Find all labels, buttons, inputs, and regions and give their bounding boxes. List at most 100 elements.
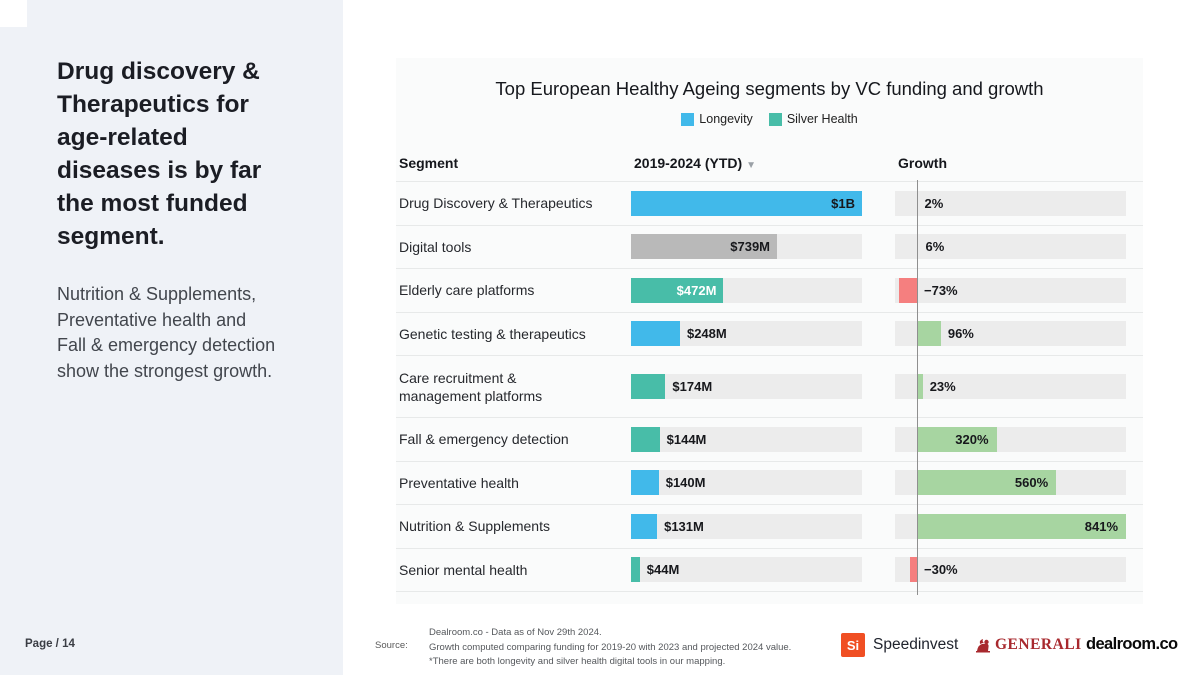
growth-bar-track: 320% — [895, 426, 1126, 452]
generali-logo: GENERALI — [975, 636, 1082, 654]
column-header-funding[interactable]: 2019-2024 (YTD) ▼ — [631, 155, 862, 171]
table-row: Fall & emergency detection $144M 320% — [396, 418, 1143, 462]
slide-subheadline: Nutrition & Supplements, Preventative he… — [57, 284, 276, 381]
funding-bar-track: $44M — [631, 557, 862, 583]
segment-label: Senior mental health — [399, 561, 528, 578]
funding-bar — [631, 374, 666, 399]
sort-descending-icon[interactable]: ▼ — [746, 160, 757, 171]
funding-value-label: $174M — [672, 379, 713, 394]
funding-value-label: $248M — [686, 326, 727, 342]
funding-value-label: $140M — [665, 475, 706, 491]
growth-bar — [909, 557, 917, 583]
funding-growth-table: Segment 2019-2024 (YTD) ▼ Growth Drug Dis… — [396, 145, 1143, 592]
funding-bar — [631, 470, 659, 496]
segment-label: Elderly care platforms — [399, 282, 535, 299]
corner-accent — [0, 0, 27, 27]
funding-bar-track: $472M — [631, 277, 862, 303]
growth-bar-track: 841% — [895, 513, 1126, 539]
funding-value-label: $44M — [646, 562, 680, 578]
growth-value-label: 320% — [955, 431, 989, 447]
growth-value-label: −73% — [924, 282, 958, 298]
growth-bar-track: 23% — [895, 374, 1126, 399]
speedinvest-logo: Si Speedinvest — [841, 633, 958, 657]
funding-value-label: $472M — [676, 282, 717, 298]
growth-value-label: −30% — [924, 562, 958, 578]
growth-value-label: 6% — [925, 239, 945, 255]
column-header-funding-label: 2019-2024 (YTD) — [634, 155, 743, 171]
generali-lion-icon — [976, 638, 990, 652]
growth-value-label: 23% — [929, 379, 956, 394]
legend-label: Silver Health — [786, 112, 858, 126]
legend-swatch — [681, 112, 695, 126]
growth-value-label: 841% — [1084, 518, 1118, 534]
growth-bar — [917, 321, 941, 347]
funding-bar-track: $248M — [631, 321, 862, 347]
growth-zero-axis-line — [917, 180, 918, 595]
growth-value-label: 560% — [1014, 475, 1049, 491]
chart-title: Top European Healthy Ageing segments by … — [495, 78, 1044, 99]
source-label: Source: — [375, 640, 408, 651]
funding-bar — [631, 321, 680, 347]
funding-value-label: $144M — [666, 431, 707, 447]
growth-value-label: 96% — [947, 326, 974, 342]
growth-bar — [917, 513, 1126, 539]
funding-bar-track: $131M — [631, 513, 862, 539]
segment-label: Preventative health — [399, 474, 519, 491]
growth-bar-track: −73% — [895, 277, 1126, 303]
table-row: Preventative health $140M 560% — [396, 462, 1143, 505]
source-note-line: *There are both longevity and silver hea… — [429, 656, 726, 667]
funding-bar-track: $174M — [631, 374, 862, 399]
funding-value-label: $1B — [831, 195, 855, 211]
table-row: Elderly care platforms $472M −73% — [396, 269, 1143, 313]
table-body: Drug Discovery & Therapeutics $1B 2% Digita… — [396, 182, 1143, 592]
funding-bar — [631, 426, 660, 452]
segment-label: Fall & emergency detection — [399, 431, 569, 448]
legend-item: Longevity — [681, 112, 753, 126]
table-row: Senior mental health $44M −30% — [396, 549, 1143, 592]
growth-bar-track: 2% — [895, 190, 1126, 216]
speedinvest-logo-text: Speedinvest — [873, 636, 959, 653]
funding-bar-track: $140M — [631, 470, 862, 496]
table-row: Nutrition & Supplements $131M 841% — [396, 505, 1143, 549]
dealroom-logo: dealroom.co — [1086, 635, 1178, 653]
growth-bar-track: 560% — [895, 470, 1126, 496]
source-note-line: Growth computed comparing funding for 20… — [429, 641, 792, 653]
page-number: Page / 14 — [25, 638, 75, 650]
growth-bar — [917, 426, 997, 452]
growth-bar-track: −30% — [895, 557, 1126, 583]
table-row: Care recruitment & management platforms $… — [396, 356, 1143, 418]
legend-label: Longevity — [699, 112, 753, 126]
sidebar: Drug discovery & Therapeutics for age-re… — [0, 0, 343, 675]
chart-legend: Longevity Silver Health — [396, 112, 1143, 126]
segment-label: Care recruitment & management platforms — [399, 369, 543, 404]
funding-bar — [631, 190, 862, 216]
segment-label: Nutrition & Supplements — [399, 518, 550, 535]
speedinvest-logo-icon: Si — [841, 633, 865, 657]
chart-panel: Top European Healthy Ageing segments by … — [396, 58, 1143, 604]
table-header-row: Segment 2019-2024 (YTD) ▼ Growth — [396, 145, 1143, 182]
growth-bar-track: 96% — [895, 321, 1126, 347]
slide-headline: Drug discovery & Therapeutics for age-re… — [57, 58, 262, 250]
funding-bar-track: $144M — [631, 426, 862, 452]
legend-item: Silver Health — [768, 112, 858, 126]
funding-value-label: $739M — [730, 239, 770, 255]
source-notes: Dealroom.co - Data as of Nov 29th 2024. G… — [429, 626, 791, 670]
table-row: Drug Discovery & Therapeutics $1B 2% — [396, 182, 1143, 226]
segment-label: Digital tools — [399, 238, 472, 255]
column-header-segment: Segment — [399, 155, 459, 171]
funding-bar — [631, 513, 658, 539]
legend-swatch — [768, 112, 782, 126]
funding-bar — [631, 234, 777, 260]
growth-value-label: 2% — [924, 195, 944, 211]
table-row: Genetic testing & therapeutics $248M 96% — [396, 313, 1143, 356]
source-note-line: Dealroom.co - Data as of Nov 29th 2024. — [429, 627, 602, 638]
column-header-growth: Growth — [898, 155, 947, 171]
funding-value-label: $131M — [664, 518, 704, 534]
growth-bar — [917, 374, 923, 399]
generali-logo-text: GENERALI — [995, 636, 1082, 653]
funding-bar — [631, 557, 640, 583]
growth-bar-track: 6% — [895, 234, 1126, 260]
funding-bar-track: $739M — [631, 234, 862, 260]
growth-bar — [898, 277, 917, 303]
